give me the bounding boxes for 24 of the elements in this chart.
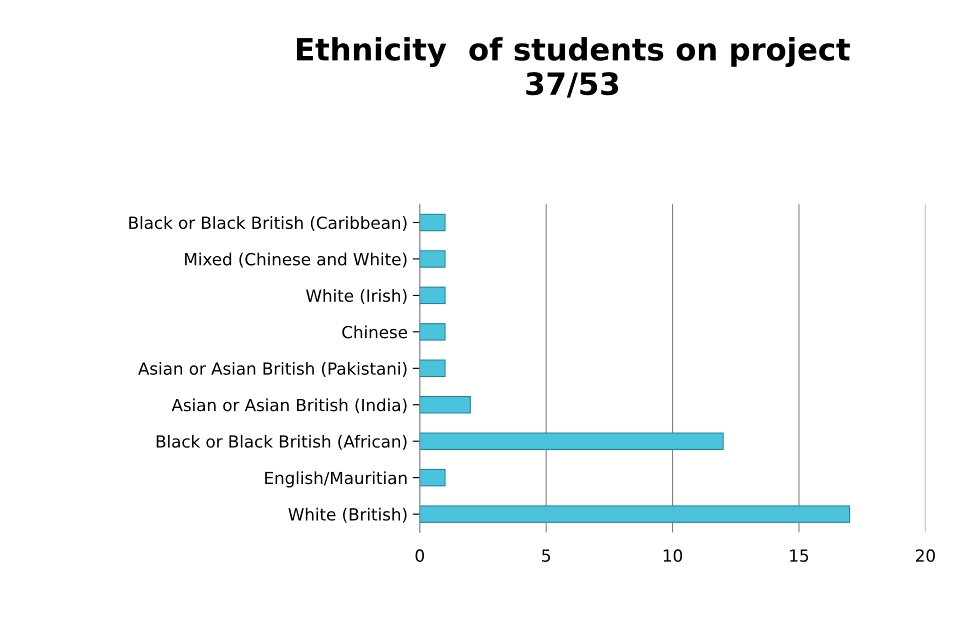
- y-tick-label: Asian or Asian British (Pakistani): [138, 362, 407, 377]
- bar: [420, 323, 446, 341]
- x-tick-label: 20: [916, 549, 935, 562]
- bar: [420, 432, 724, 450]
- x-tick-label: 15: [790, 550, 808, 562]
- y-tick-label: Chinese: [342, 326, 408, 338]
- y-tick-label: White (British): [288, 508, 407, 523]
- bar: [420, 396, 471, 414]
- bar: [420, 214, 446, 232]
- y-tick-label: English/Mauritian: [265, 471, 407, 488]
- bar: [420, 286, 446, 304]
- bar: [420, 250, 446, 268]
- bar: [420, 505, 850, 523]
- x-tick-label: 10: [664, 549, 682, 562]
- y-tick-label: White (Irish): [306, 289, 407, 304]
- x-tick-label: 0: [416, 549, 424, 562]
- y-tick-label: Black or Black British (Caribbean): [129, 216, 407, 232]
- x-tick-label: 5: [542, 550, 550, 562]
- y-tick-label: Mixed (Chinese and White): [185, 252, 407, 268]
- bar: [420, 468, 446, 486]
- y-tick-label: Black or Black British (African): [156, 434, 407, 450]
- chart-title: Ethnicity of students on project 37/53: [297, 37, 850, 98]
- bar: [420, 360, 446, 378]
- y-tick-label: Asian or Asian British (India): [172, 398, 407, 414]
